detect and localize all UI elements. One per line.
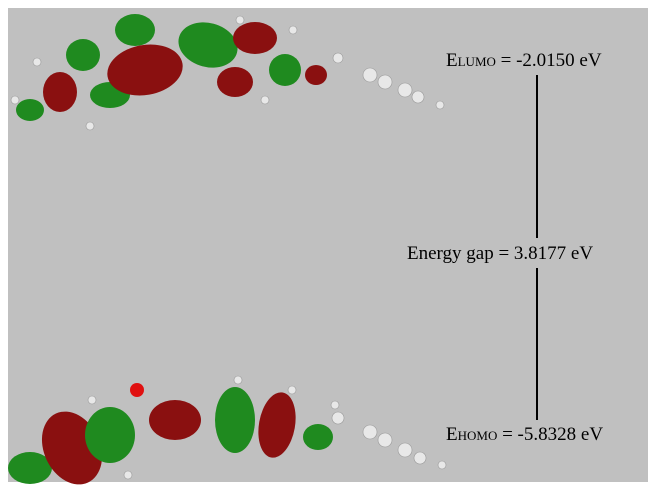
homo-symbol: E [446, 424, 458, 445]
lumo-orbitals [16, 14, 327, 121]
homo-orbitals [8, 383, 333, 485]
lumo-symbol: E [446, 50, 458, 71]
page: ELUMO = -2.0150 eV Energy gap = 3.8177 e… [0, 0, 651, 485]
gap-label: Energy gap = 3.8177 eV [407, 243, 593, 265]
lumo-label: ELUMO = -2.0150 eV [446, 50, 602, 72]
lumo-value: = -2.0150 eV [501, 50, 602, 71]
homo-value: = -5.8328 eV [502, 424, 603, 445]
homo-label: EHOMO = -5.8328 eV [446, 424, 603, 446]
homo-subscript: HOMO [458, 428, 498, 443]
lumo-subscript: LUMO [458, 54, 496, 69]
